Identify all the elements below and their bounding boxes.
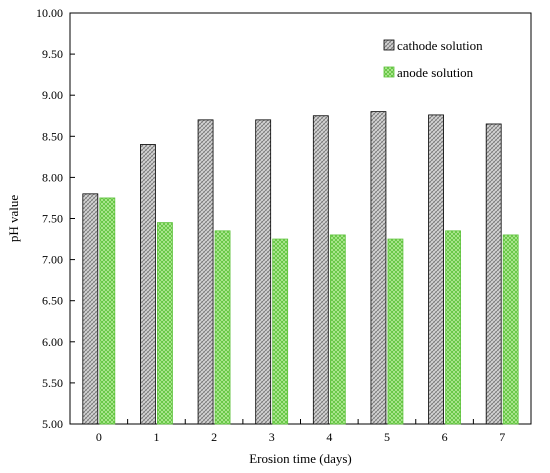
- bar-anode-day-1: [157, 222, 173, 425]
- legend-label-cathode: cathode solution: [397, 38, 483, 53]
- bar-anode-day-0: [99, 197, 116, 425]
- bars: [82, 111, 519, 425]
- bar-cathode-day-2: [197, 119, 214, 425]
- x-tick-label: 6: [442, 430, 448, 444]
- y-tick-label: 10.00: [36, 6, 63, 20]
- bar-anode-day-5: [387, 238, 404, 425]
- legend-swatch-anode: [383, 66, 395, 78]
- x-tick-label: 4: [326, 430, 332, 444]
- bar-cathode-day-1: [140, 144, 156, 425]
- x-axis: 0 1 2 3 4 5 6 7: [96, 419, 505, 444]
- y-tick-label: 7.00: [42, 253, 63, 267]
- y-tick-label: 8.00: [42, 170, 63, 184]
- bar-cathode-day-4: [312, 115, 329, 425]
- bar-anode-day-7: [502, 234, 519, 425]
- x-tick-label: 5: [384, 430, 390, 444]
- y-tick-label: 6.50: [42, 294, 63, 308]
- bar-anode-day-6: [445, 230, 461, 425]
- bar-cathode-day-3: [255, 119, 272, 425]
- bar-anode-day-4: [329, 234, 346, 425]
- x-tick-label: 3: [269, 430, 275, 444]
- y-tick-label: 5.50: [42, 376, 63, 390]
- legend-label-anode: anode solution: [397, 65, 474, 80]
- y-tick-label: 9.50: [42, 47, 63, 61]
- legend-swatch-cathode: [383, 39, 395, 51]
- y-axis: 5.00 5.50 6.00 6.50 7.00 7.50 8.00 8.50 9.00 9.50…: [36, 6, 75, 431]
- y-tick-label: 9.00: [42, 88, 63, 102]
- x-tick-label: 1: [153, 430, 159, 444]
- y-tick-label: 5.00: [42, 417, 63, 431]
- x-tick-label: 2: [211, 430, 217, 444]
- y-tick-label: 8.50: [42, 129, 63, 143]
- x-axis-label: Erosion time (days): [249, 451, 352, 466]
- bar-cathode-day-6: [428, 114, 444, 425]
- x-tick-label: 7: [499, 430, 505, 444]
- y-tick-label: 6.00: [42, 335, 63, 349]
- legend: cathode solution anode solution: [383, 38, 483, 80]
- y-axis-label: pH value: [6, 195, 21, 243]
- bar-cathode-day-0: [82, 193, 99, 425]
- bar-anode-day-3: [272, 238, 289, 425]
- bar-cathode-day-7: [485, 123, 502, 425]
- y-tick-label: 7.50: [42, 212, 63, 226]
- bar-anode-day-2: [214, 230, 231, 425]
- bar-cathode-day-5: [370, 111, 387, 425]
- x-tick-label: 0: [96, 430, 102, 444]
